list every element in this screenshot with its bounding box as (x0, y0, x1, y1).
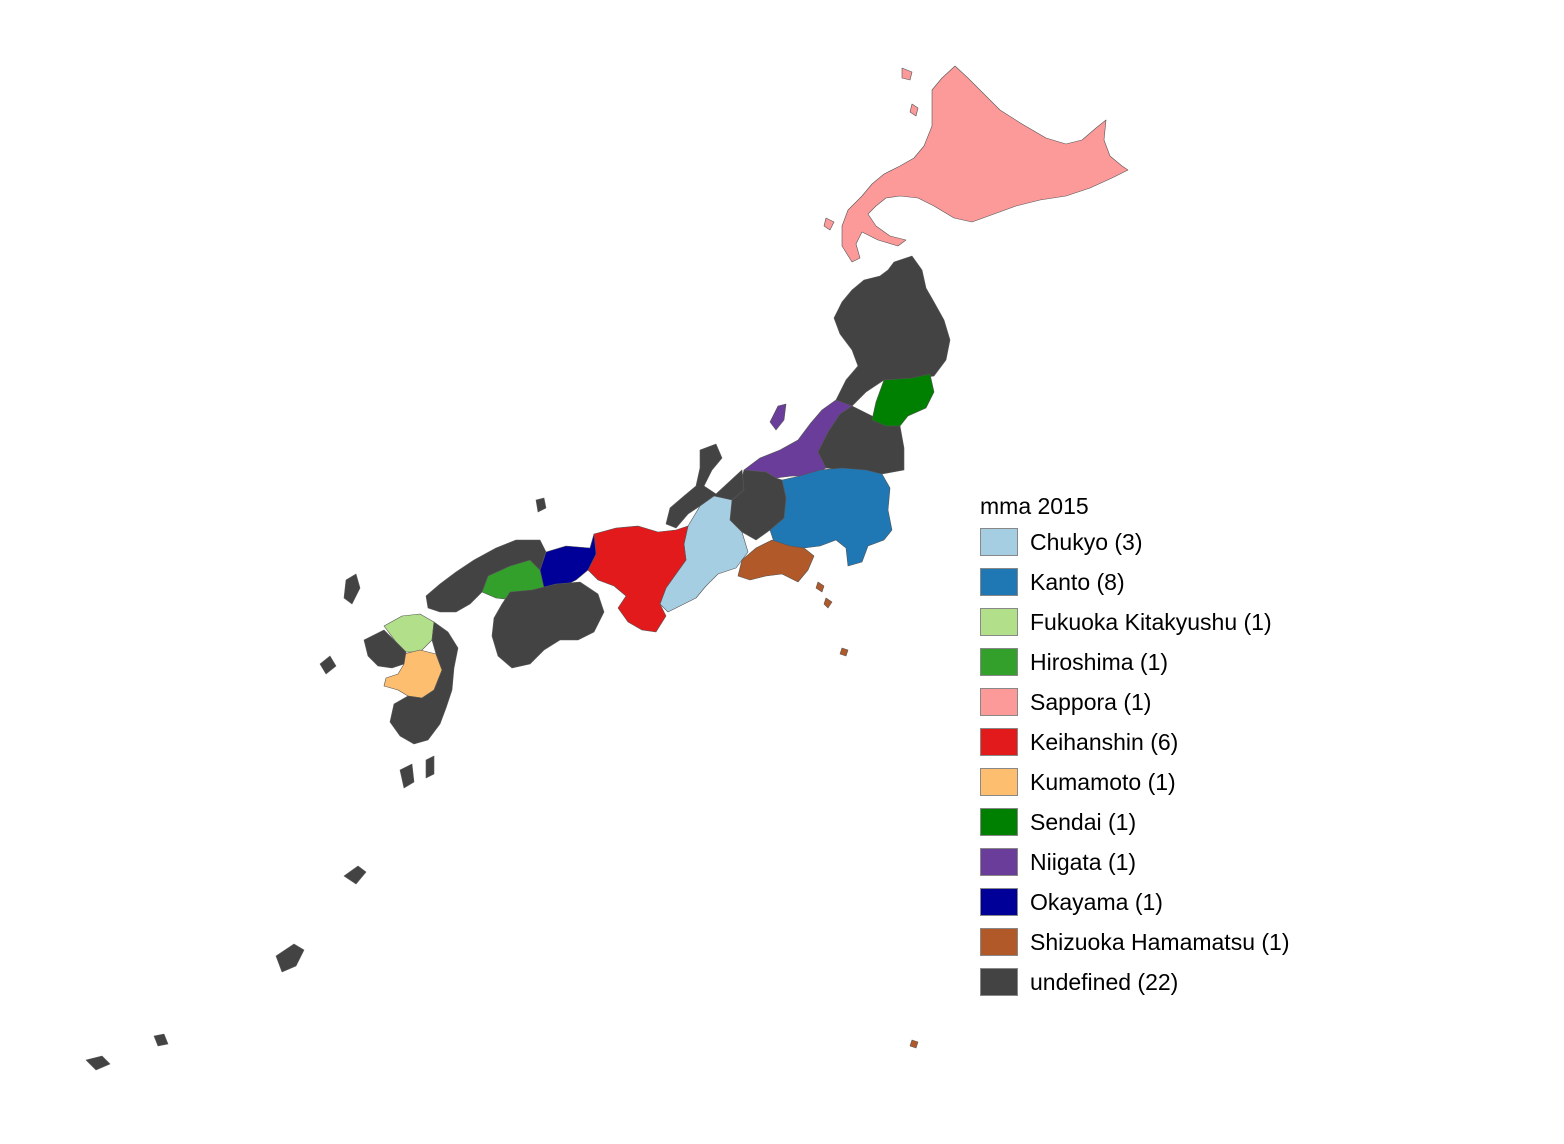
legend-swatch (980, 608, 1018, 636)
legend-swatch (980, 968, 1018, 996)
legend-label: Okayama (1) (1030, 889, 1163, 916)
island-9 (154, 1034, 168, 1046)
legend-item-kumamoto: Kumamoto (1) (980, 762, 1290, 802)
legend-item-hiroshima: Hiroshima (1) (980, 642, 1290, 682)
island-8 (86, 1056, 110, 1070)
region-sappora-isle-1 (902, 68, 912, 80)
legend-label: Keihanshin (6) (1030, 729, 1178, 756)
legend-swatch (980, 688, 1018, 716)
legend-label: Hiroshima (1) (1030, 649, 1168, 676)
legend-item-chukyo: Chukyo (3) (980, 522, 1290, 562)
legend-swatch (980, 728, 1018, 756)
region-shizuoka-isle-3 (840, 648, 848, 656)
region-niigata-isle (770, 404, 786, 430)
legend-swatch (980, 928, 1018, 956)
region-shikoku (492, 582, 604, 668)
legend-label: Niigata (1) (1030, 849, 1136, 876)
legend-item-sappora: Sappora (1) (980, 682, 1290, 722)
island-7 (276, 944, 304, 972)
legend-label: Sappora (1) (1030, 689, 1151, 716)
legend-label: undefined (22) (1030, 969, 1178, 996)
legend-swatch (980, 568, 1018, 596)
region-sappora-isle-2 (910, 104, 918, 116)
legend-label: Kumamoto (1) (1030, 769, 1176, 796)
legend-swatch (980, 888, 1018, 916)
legend-swatch (980, 648, 1018, 676)
legend-item-kanto: Kanto (8) (980, 562, 1290, 602)
region-sappora-isle-3 (824, 218, 834, 230)
legend-label: Fukuoka Kitakyushu (1) (1030, 609, 1272, 636)
island-1 (344, 574, 360, 604)
legend-item-keihanshin: Keihanshin (6) (980, 722, 1290, 762)
legend-item-sendai: Sendai (1) (980, 802, 1290, 842)
legend-item-niigata: Niigata (1) (980, 842, 1290, 882)
legend-item-okayama: Okayama (1) (980, 882, 1290, 922)
legend-swatch (980, 768, 1018, 796)
legend-items: Chukyo (3) Kanto (8) Fukuoka Kitakyushu … (980, 522, 1290, 1002)
region-shizuoka-isle-2 (824, 598, 832, 608)
legend: mma 2015 Chukyo (3) Kanto (8) Fukuoka Ki… (980, 490, 1290, 1002)
legend-item-undefined: undefined (22) (980, 962, 1290, 1002)
legend-swatch (980, 848, 1018, 876)
island-2 (536, 498, 546, 512)
legend-item-fukuoka: Fukuoka Kitakyushu (1) (980, 602, 1290, 642)
legend-item-shizuoka: Shizuoka Hamamatsu (1) (980, 922, 1290, 962)
region-okayama (540, 534, 596, 588)
legend-title: mma 2015 (980, 490, 1290, 522)
region-shizuoka-isle-1 (816, 582, 824, 592)
region-sappora (842, 66, 1128, 262)
island-4 (400, 764, 414, 788)
legend-label: Chukyo (3) (1030, 529, 1142, 556)
legend-label: Sendai (1) (1030, 809, 1136, 836)
legend-label: Kanto (8) (1030, 569, 1125, 596)
legend-swatch (980, 528, 1018, 556)
island-5 (426, 756, 434, 778)
legend-label: Shizuoka Hamamatsu (1) (1030, 929, 1290, 956)
island-6 (344, 866, 366, 884)
legend-swatch (980, 808, 1018, 836)
island-3 (320, 656, 336, 674)
region-shizuoka-isle-4 (910, 1040, 918, 1048)
